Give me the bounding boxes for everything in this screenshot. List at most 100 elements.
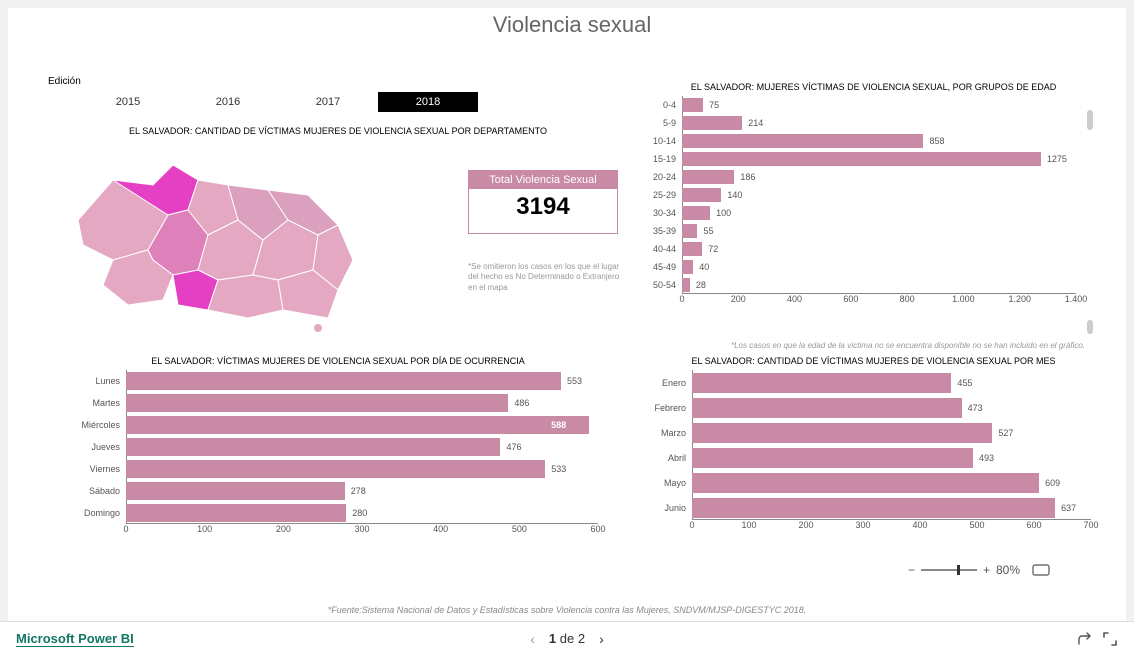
source-footnote: *Fuente:Sistema Nacional de Datos y Esta…: [8, 605, 1126, 615]
zoom-out-icon[interactable]: −: [908, 563, 915, 577]
slicer-option-2017[interactable]: 2017: [278, 92, 378, 112]
slicer-option-2016[interactable]: 2016: [178, 92, 278, 112]
bar[interactable]: [682, 260, 693, 274]
zoom-control[interactable]: − + 80%: [908, 563, 1050, 577]
x-tick-label: 200: [798, 520, 813, 530]
bar-row[interactable]: Martes486: [58, 392, 618, 414]
bar-row[interactable]: Miércoles588: [58, 414, 618, 436]
bar-category-label: Enero: [636, 378, 692, 388]
fit-to-page-icon[interactable]: [1032, 564, 1050, 576]
bar[interactable]: [682, 170, 734, 184]
slicer-label: Edición: [48, 76, 81, 87]
bar-row[interactable]: 5-9214: [636, 114, 1111, 132]
bar-value-label: 473: [968, 403, 983, 413]
slicer-option-2018[interactable]: 2018: [378, 92, 478, 112]
bar-row[interactable]: 35-3955: [636, 222, 1111, 240]
bar-row[interactable]: 30-34100: [636, 204, 1111, 222]
bar[interactable]: [682, 242, 702, 256]
bar[interactable]: [682, 152, 1041, 166]
bar-row[interactable]: 15-191275: [636, 150, 1111, 168]
bar[interactable]: [126, 394, 508, 412]
bar[interactable]: [692, 448, 973, 468]
bar-row[interactable]: Junio 637: [636, 495, 1111, 520]
choropleth-map[interactable]: [58, 140, 358, 340]
bar-row[interactable]: Mayo609: [636, 470, 1111, 495]
bar[interactable]: [692, 423, 992, 443]
bar[interactable]: [126, 504, 346, 522]
page-current: 1: [549, 631, 556, 646]
bar-row[interactable]: 20-24186: [636, 168, 1111, 186]
powerbi-brand-link[interactable]: Microsoft Power BI: [16, 631, 134, 647]
bar[interactable]: [682, 224, 697, 238]
bar-value-label: 72: [708, 244, 718, 254]
bar[interactable]: [682, 188, 721, 202]
zoom-slider-track[interactable]: [921, 569, 977, 571]
bar-row[interactable]: 50-5428: [636, 276, 1111, 294]
bar[interactable]: [692, 373, 951, 393]
bar[interactable]: [682, 206, 710, 220]
month-chart[interactable]: EL SALVADOR: CANTIDAD DE VÍCTIMAS MUJERE…: [636, 356, 1111, 568]
x-tick-label: 600: [1026, 520, 1041, 530]
bar-row[interactable]: Febrero473: [636, 395, 1111, 420]
day-chart[interactable]: EL SALVADOR: VÍCTIMAS MUJERES DE VIOLENC…: [58, 356, 618, 568]
bar[interactable]: [126, 372, 561, 390]
page-sep: de: [560, 631, 574, 646]
bar-row[interactable]: 45-49 40: [636, 258, 1111, 276]
x-tick-label: 300: [354, 524, 369, 534]
bar-category-label: 10-14: [636, 136, 682, 146]
bar[interactable]: [682, 278, 690, 292]
bar-value-label: 100: [716, 208, 731, 218]
prev-page-icon[interactable]: ‹: [530, 631, 535, 647]
bar-value-label: 455: [957, 378, 972, 388]
bar-category-label: Domingo: [58, 508, 126, 518]
slicer-option-2015[interactable]: 2015: [78, 92, 178, 112]
bar[interactable]: [682, 116, 742, 130]
bar-value-label: 40: [699, 262, 709, 272]
bar-row[interactable]: 10-14 858: [636, 132, 1111, 150]
x-tick-label: 200: [731, 294, 746, 304]
bar[interactable]: [692, 498, 1055, 518]
x-tick-label: 700: [1083, 520, 1098, 530]
scrollbar-thumb[interactable]: [1087, 320, 1093, 334]
bar[interactable]: [682, 134, 923, 148]
zoom-in-icon[interactable]: +: [983, 563, 990, 577]
bar-category-label: Sábado: [58, 486, 126, 496]
bar[interactable]: [126, 438, 500, 456]
scrollbar-thumb[interactable]: [1087, 110, 1093, 130]
bar-category-label: Abril: [636, 453, 692, 463]
bar-row[interactable]: Enero 455: [636, 370, 1111, 395]
zoom-slider-thumb[interactable]: [957, 565, 960, 575]
bar-value-label: 278: [351, 486, 366, 496]
x-tick-label: 1.000: [952, 294, 975, 304]
bar-row[interactable]: Domingo280: [58, 502, 618, 524]
x-tick-label: 1.200: [1008, 294, 1031, 304]
bar-row[interactable]: 0-475: [636, 96, 1111, 114]
bar-row[interactable]: 40-4472: [636, 240, 1111, 258]
bar-value-label: 858: [929, 136, 944, 146]
x-tick-label: 1.400: [1065, 294, 1088, 304]
bar-value-label: 1275: [1047, 154, 1067, 164]
bar-row[interactable]: Lunes553: [58, 370, 618, 392]
age-chart[interactable]: EL SALVADOR: MUJERES VÍCTIMAS DE VIOLENC…: [636, 82, 1111, 338]
bar-category-label: 45-49: [636, 262, 682, 272]
bar-row[interactable]: Sábado 278: [58, 480, 618, 502]
bar-row[interactable]: 25-29140: [636, 186, 1111, 204]
bar-row[interactable]: Abril493: [636, 445, 1111, 470]
x-tick-label: 100: [741, 520, 756, 530]
bar-category-label: Junio: [636, 503, 692, 513]
bar-category-label: Jueves: [58, 442, 126, 452]
age-chart-footnote: *Los casos en que la edad de la víctima …: [708, 341, 1108, 350]
bar[interactable]: [692, 398, 962, 418]
bar-row[interactable]: Viernes533: [58, 458, 618, 480]
bar[interactable]: [126, 460, 545, 478]
bar-value-label: 637: [1061, 503, 1076, 513]
bar[interactable]: [692, 473, 1039, 493]
bar-row[interactable]: Jueves476: [58, 436, 618, 458]
bar[interactable]: [126, 482, 345, 500]
bar[interactable]: [126, 416, 589, 434]
bar[interactable]: [682, 98, 703, 112]
share-icon[interactable]: [1076, 631, 1092, 647]
bar-row[interactable]: Marzo527: [636, 420, 1111, 445]
next-page-icon[interactable]: ›: [599, 631, 604, 647]
fullscreen-icon[interactable]: [1102, 631, 1118, 647]
